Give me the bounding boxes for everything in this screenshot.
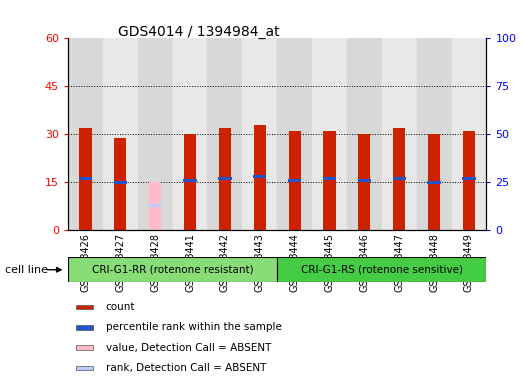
Bar — [417, 38, 451, 230]
Bar — [347, 38, 382, 230]
Bar — [138, 38, 173, 230]
Bar — [323, 131, 336, 230]
Bar — [76, 345, 93, 350]
Bar — [114, 137, 127, 230]
Bar — [79, 128, 92, 230]
Bar — [149, 182, 161, 230]
Bar — [254, 125, 266, 230]
Bar — [184, 179, 197, 182]
Bar — [76, 325, 93, 329]
Bar — [358, 134, 370, 230]
Bar — [76, 366, 93, 370]
Text: value, Detection Call = ABSENT: value, Detection Call = ABSENT — [106, 343, 271, 353]
Bar — [289, 131, 301, 230]
Bar — [277, 38, 312, 230]
Bar — [76, 305, 93, 310]
Bar — [242, 38, 277, 230]
Bar — [103, 38, 138, 230]
Bar — [68, 38, 103, 230]
Bar — [323, 177, 336, 180]
Bar — [462, 177, 476, 180]
Text: GDS4014 / 1394984_at: GDS4014 / 1394984_at — [118, 25, 280, 39]
Bar — [253, 175, 266, 178]
Bar — [79, 177, 92, 180]
Bar — [277, 257, 486, 282]
Bar — [184, 134, 196, 230]
Bar — [208, 38, 242, 230]
Bar — [427, 181, 441, 184]
Bar — [463, 131, 475, 230]
Bar — [392, 177, 406, 180]
Text: rank, Detection Call = ABSENT: rank, Detection Call = ABSENT — [106, 363, 266, 373]
Bar — [113, 181, 127, 184]
Bar — [68, 257, 277, 282]
Bar — [288, 179, 301, 182]
Bar — [358, 179, 371, 182]
Bar — [382, 38, 417, 230]
Text: cell line: cell line — [5, 265, 48, 275]
Bar — [428, 134, 440, 230]
Text: count: count — [106, 302, 135, 312]
Text: CRI-G1-RS (rotenone sensitive): CRI-G1-RS (rotenone sensitive) — [301, 265, 463, 275]
Bar — [451, 38, 486, 230]
Bar — [312, 38, 347, 230]
Bar — [173, 38, 208, 230]
Bar — [149, 204, 162, 207]
Bar — [218, 177, 232, 180]
Bar — [219, 128, 231, 230]
Bar — [393, 128, 405, 230]
Text: percentile rank within the sample: percentile rank within the sample — [106, 322, 281, 332]
Text: CRI-G1-RR (rotenone resistant): CRI-G1-RR (rotenone resistant) — [92, 265, 254, 275]
